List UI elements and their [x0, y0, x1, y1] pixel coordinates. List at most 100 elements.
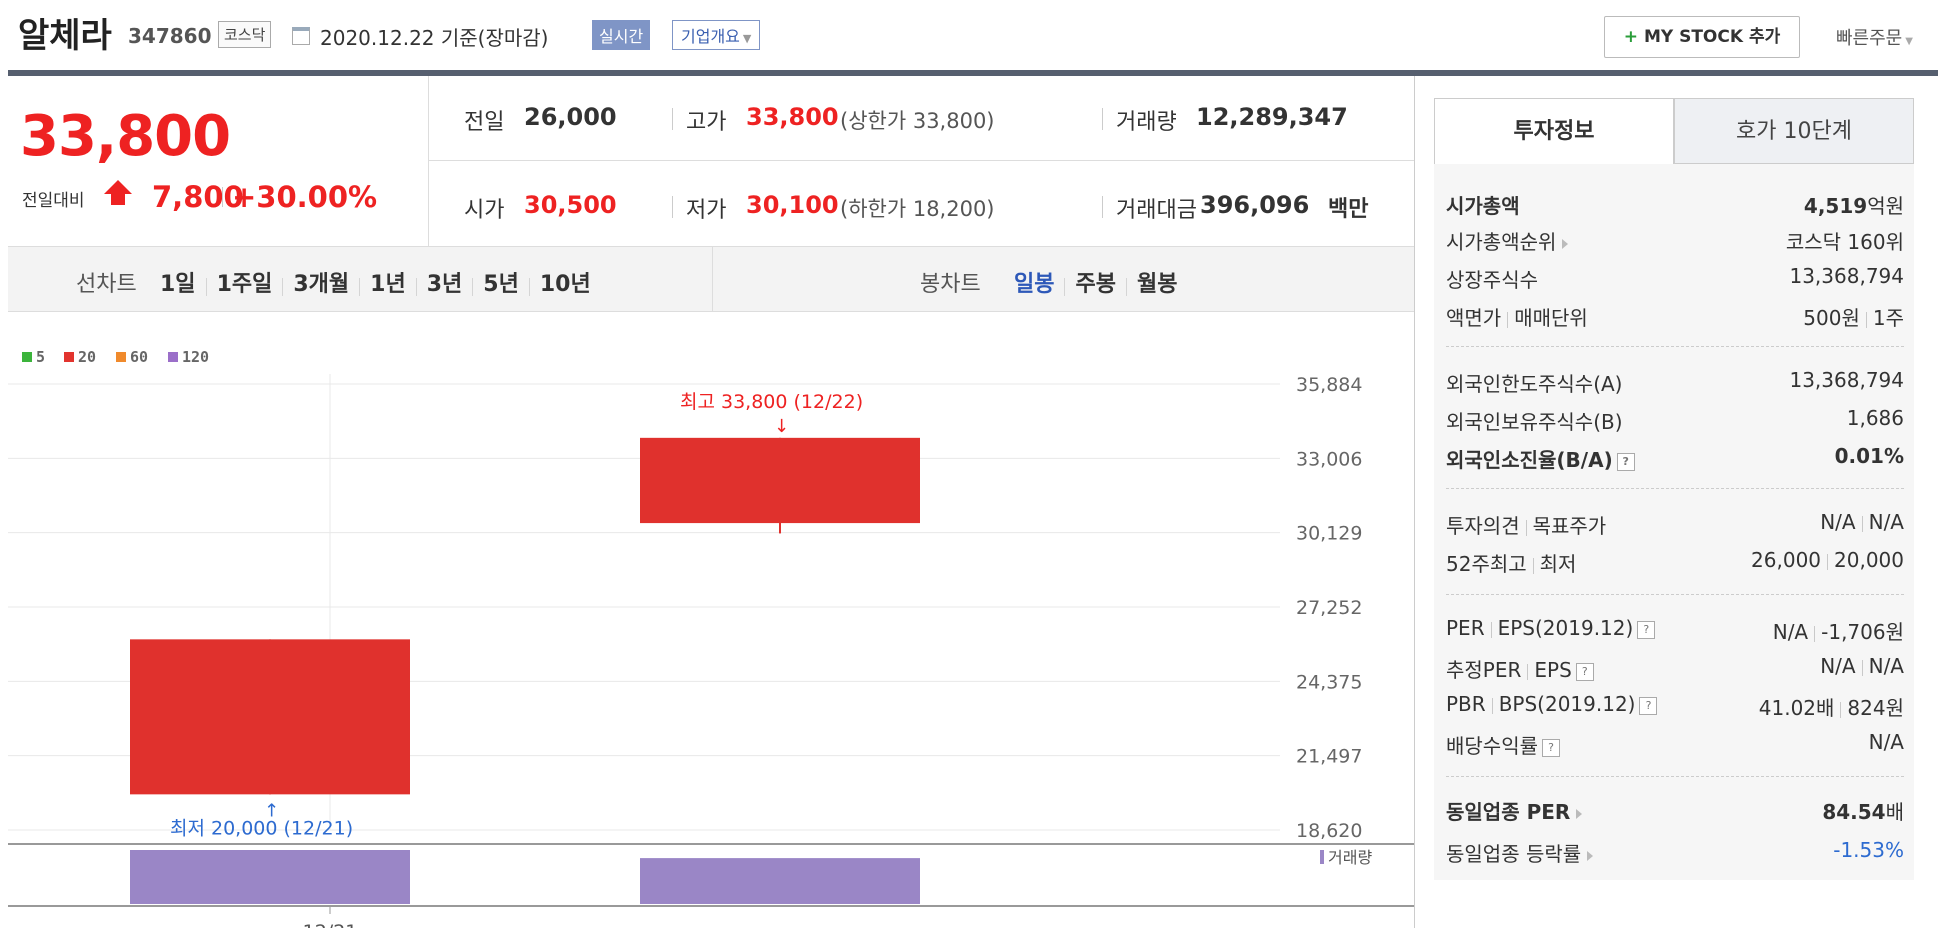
week52-low-label: 최저	[1539, 552, 1577, 576]
pbr-values: 41.02배 824원	[1759, 692, 1904, 721]
period-1d[interactable]: 1일	[160, 272, 196, 297]
eps-label: EPS(2019.12)	[1497, 616, 1634, 640]
volume-legend-label: 거래량	[1328, 848, 1372, 867]
divider	[415, 277, 417, 296]
upper-limit: (상한가 33,800)	[840, 109, 995, 133]
divider	[1490, 621, 1492, 638]
add-my-stock-button[interactable]: + MY STOCK 추가	[1604, 16, 1800, 58]
price-chart[interactable]: 5 20 60 120 35,884 33,006 30,129 27,252 24,375 2…	[0, 312, 1414, 928]
quick-order-label: 빠른주문	[1836, 28, 1903, 49]
pbr-value: 41.02배	[1758, 696, 1835, 720]
stock-code: 347860	[128, 24, 212, 48]
legend-label-20: 20	[78, 348, 96, 366]
change-label: 전일대비	[22, 191, 85, 211]
right-panel	[1414, 76, 1946, 928]
divider	[1491, 697, 1493, 714]
open-label: 시가	[464, 198, 505, 223]
line-period-list: 1일 1주일 3개월 1년 3년 5년 10년	[160, 266, 591, 298]
target-value: N/A	[1868, 510, 1904, 534]
par-unit-labels: 액면가 매매단위	[1446, 302, 1588, 331]
legend-label-60: 60	[130, 348, 148, 366]
opinion-values: N/A N/A	[1820, 510, 1904, 534]
base-date: 2020.12.22 기준(장마감)	[320, 26, 549, 50]
y-tick-label: 24,375	[1296, 671, 1362, 693]
divider	[1861, 515, 1863, 532]
divider	[1446, 594, 1904, 595]
volume-legend-swatch	[1320, 850, 1324, 864]
help-icon[interactable]: ?	[1637, 620, 1656, 639]
trade-unit-label: 매매단위	[1514, 306, 1588, 330]
add-my-stock-label: MY STOCK 추가	[1643, 27, 1781, 47]
amount-label: 거래대금	[1116, 198, 1197, 223]
prev-close-label: 전일	[464, 110, 505, 135]
legend-swatch-20	[64, 352, 74, 362]
low-label: 저가	[686, 198, 727, 223]
divider	[205, 277, 207, 296]
per-values: N/A -1,706원	[1773, 616, 1904, 645]
y-tick-label: 18,620	[1296, 820, 1362, 842]
week52-values: 26,000 20,000	[1751, 548, 1904, 572]
candle-body	[640, 437, 920, 524]
divider	[1827, 553, 1829, 570]
divider	[359, 277, 361, 296]
volume-value: 12,289,347	[1196, 103, 1348, 131]
high-annotation: 최고 33,800 (12/22)	[680, 391, 863, 413]
divider	[1064, 277, 1066, 296]
x-tick-label: 12/21	[303, 921, 358, 928]
period-3y[interactable]: 3년	[426, 272, 463, 297]
period-10y[interactable]: 10년	[539, 272, 591, 297]
sector-per-label: 동일업종 PER	[1446, 800, 1571, 824]
divider	[1525, 519, 1527, 536]
market-cap: 4,519억원	[1804, 190, 1904, 219]
legend-label-5: 5	[36, 348, 45, 366]
company-overview-dropdown[interactable]: 기업개요 ▼	[672, 20, 761, 50]
cap-rank-value: 코스닥 160위	[1785, 230, 1904, 254]
caret-right-icon	[1562, 238, 1569, 249]
period-weekly[interactable]: 주봉	[1075, 272, 1116, 297]
help-icon[interactable]: ?	[1575, 662, 1594, 681]
prev-close-value: 26,000	[524, 103, 617, 131]
bps-value: 824원	[1847, 696, 1904, 720]
volume-label: 거래량	[1116, 110, 1177, 135]
candle-chart-label: 봉차트	[920, 272, 981, 297]
divider	[222, 187, 223, 207]
help-icon[interactable]: ?	[1639, 696, 1658, 715]
dividend: 배당수익률?	[1446, 730, 1560, 759]
opinion-label: 투자의견	[1446, 514, 1520, 538]
target-label: 목표주가	[1532, 514, 1607, 538]
current-price-box	[8, 76, 429, 246]
help-icon[interactable]: ?	[1616, 452, 1635, 471]
low-value: 30,100	[746, 191, 839, 219]
est-per-values: N/A N/A	[1820, 654, 1904, 678]
foreign-ratio-label: 외국인소진율(B/A)	[1446, 448, 1613, 472]
y-tick-label: 21,497	[1296, 746, 1362, 768]
calendar-icon	[292, 27, 310, 45]
change-percent: +30.00%	[232, 180, 378, 214]
high-value: 33,800	[746, 103, 839, 131]
period-1w[interactable]: 1주일	[216, 272, 273, 297]
divider	[1446, 488, 1904, 489]
sector-change-value: -1.53%	[1833, 838, 1904, 862]
chart-grid	[8, 374, 1414, 907]
period-1y[interactable]: 1년	[370, 272, 406, 297]
sector-per: 84.54배	[1822, 796, 1904, 825]
period-monthly[interactable]: 월봉	[1136, 272, 1178, 297]
realtime-button[interactable]: 실시간	[592, 20, 651, 50]
open-value: 30,500	[524, 191, 617, 219]
tab-invest-info[interactable]: 투자정보	[1434, 98, 1674, 164]
candle-body	[130, 639, 410, 795]
help-icon[interactable]: ?	[1542, 738, 1560, 757]
divider	[1446, 346, 1904, 347]
divider	[1865, 311, 1867, 328]
listed-value: 13,368,794	[1789, 264, 1904, 288]
period-5y[interactable]: 5년	[483, 272, 519, 297]
chart-legend: 5 20 60 120	[22, 348, 209, 366]
dividend-value: N/A	[1868, 730, 1904, 754]
quick-order-dropdown[interactable]: 빠른주문 ▼	[1836, 24, 1913, 50]
cap-rank-label: 시가총액순위	[1446, 230, 1557, 254]
period-daily[interactable]: 일봉	[1014, 272, 1055, 297]
tab-order-book[interactable]: 호가 10단계	[1674, 98, 1914, 164]
period-3m[interactable]: 3개월	[293, 272, 350, 297]
stock-name: 알체라	[18, 16, 112, 56]
week52-low-value: 20,000	[1834, 548, 1904, 572]
